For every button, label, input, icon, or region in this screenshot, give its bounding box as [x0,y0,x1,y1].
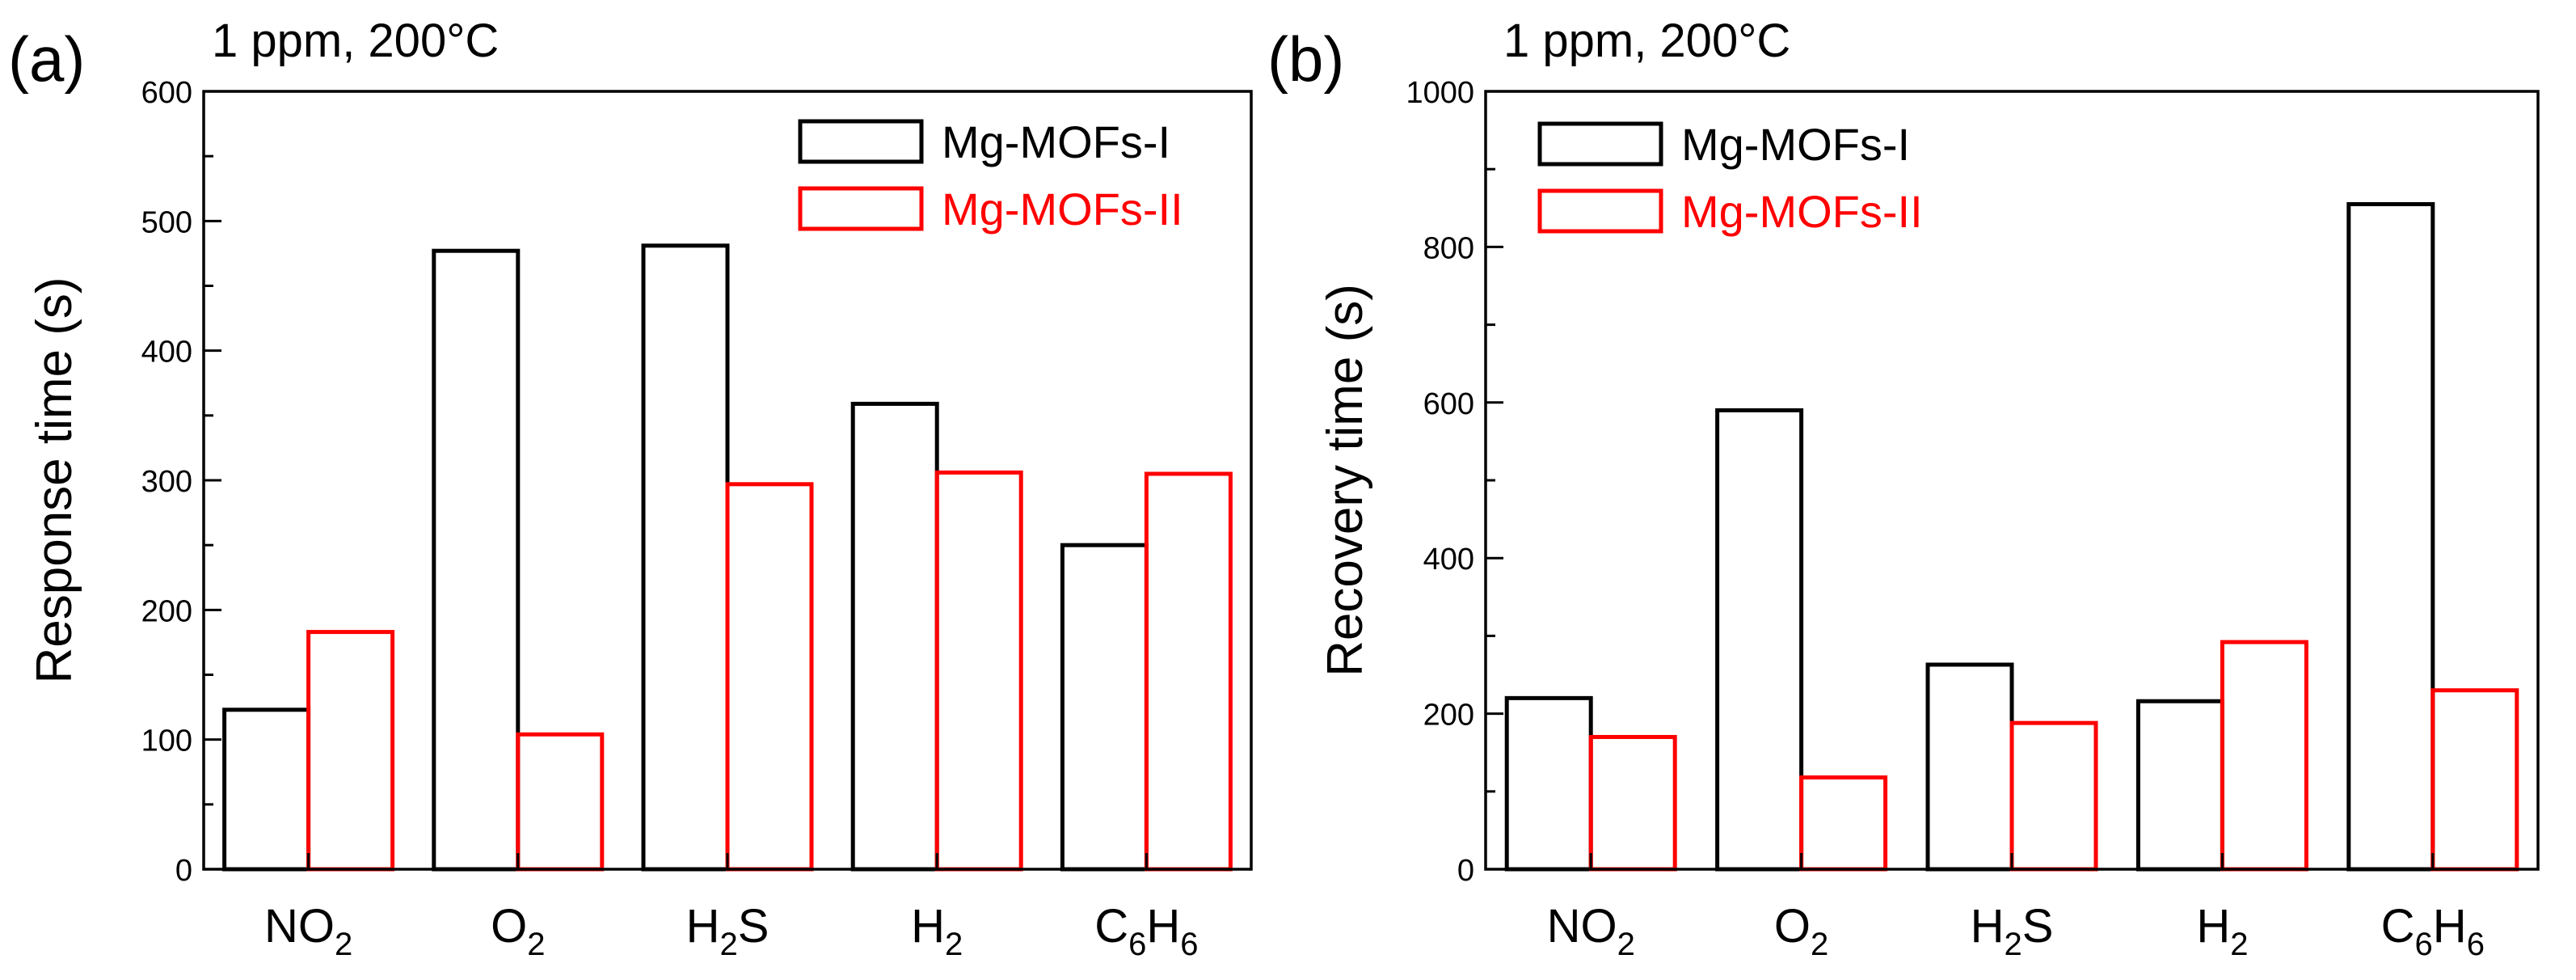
bar-mg-mofs-ii-4 [2431,688,2519,872]
legend-label-mg-mofs-i: Mg-MOFs-I [1681,119,1910,170]
legend-swatch-mg-mofs-i [1537,121,1663,167]
y-tick-label: 200 [141,594,192,628]
x-tick-label: O2 [1774,900,1828,962]
panel-label: (a) [8,23,85,95]
bar-mg-mofs-ii-0 [306,630,395,872]
bar-mg-mofs-i-3 [2135,699,2224,872]
bar-mg-mofs-ii-2 [725,482,814,872]
y-tick-label: 500 [141,205,192,239]
legend-label-mg-mofs-i: Mg-MOFs-I [942,116,1170,167]
x-tick-label: H2 [911,900,963,962]
bar-mg-mofs-ii-4 [1144,471,1233,872]
bar-mg-mofs-i-0 [1504,695,1593,872]
bar-mg-mofs-i-1 [432,248,521,872]
y-tick-label: 800 [1423,231,1474,265]
y-tick-label: 400 [141,336,192,370]
legend-swatch-mg-mofs-ii [798,186,924,231]
bar-mg-mofs-i-2 [1925,662,2014,872]
legend-swatch-mg-mofs-i [798,119,924,164]
y-tick-label: 100 [141,724,192,758]
chart-title: 1 ppm, 200°C [212,15,499,67]
y-tick-label: 0 [1457,854,1474,888]
x-tick-label: H2S [686,900,769,962]
y-axis-label: Response time (s) [27,277,82,683]
bar-mg-mofs-i-3 [850,401,939,872]
bar-mg-mofs-ii-3 [934,470,1023,872]
x-tick-label: C6H6 [1094,900,1198,962]
y-tick-label: 600 [1423,387,1474,421]
bar-mg-mofs-i-0 [222,708,311,872]
legend-swatch-mg-mofs-ii [1537,188,1663,234]
x-tick-label: NO2 [1547,900,1635,962]
bar-mg-mofs-ii-0 [1588,734,1677,872]
y-tick-label: 400 [1423,543,1474,577]
x-tick-label: NO2 [264,900,352,962]
chart-title: 1 ppm, 200°C [1503,15,1790,67]
y-tick-label: 600 [141,76,192,110]
x-tick-label: C6H6 [2381,900,2485,962]
panel-label: (b) [1267,23,1344,95]
bar-mg-mofs-ii-1 [1799,775,1888,872]
bar-mg-mofs-i-4 [1060,543,1149,872]
bar-mg-mofs-i-4 [2346,201,2435,872]
bar-mg-mofs-ii-1 [516,732,605,872]
bar-mg-mofs-ii-2 [2009,720,2098,872]
x-tick-label: H2 [2196,900,2248,962]
y-tick-label: 1000 [1406,76,1474,110]
y-tick-label: 200 [1423,699,1474,733]
bar-mg-mofs-ii-3 [2220,640,2308,872]
bar-mg-mofs-i-1 [1715,408,1804,872]
chart-panel-a: 0 100 200 300 400 500 600 NO2 O2 H2S H2 C6H6 Respons… [8,15,1253,962]
y-tick-label: 300 [141,465,192,499]
y-tick-label: 0 [175,854,192,888]
y-axis-label: Recovery time (s) [1318,284,1373,677]
chart-panel-b: 0 200 400 600 800 1000 NO2 O2 H2S H2 C6H6 Recovery … [1267,15,2540,962]
x-tick-label: H2S [1971,900,2054,962]
legend-label-mg-mofs-ii: Mg-MOFs-II [1681,186,1923,237]
bar-mg-mofs-i-2 [641,243,730,872]
x-tick-label: O2 [491,900,545,962]
legend-label-mg-mofs-ii: Mg-MOFs-II [942,184,1183,234]
